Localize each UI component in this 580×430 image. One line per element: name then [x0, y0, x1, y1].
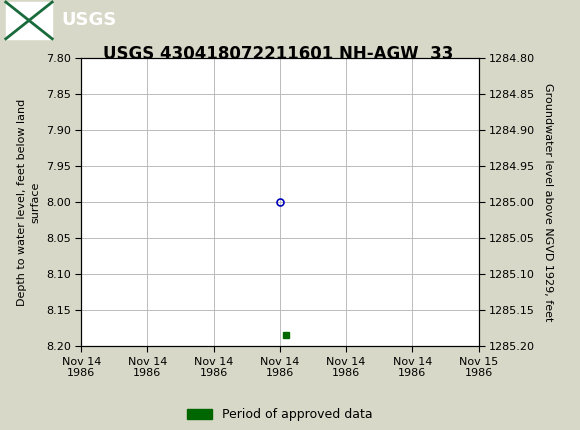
Legend: Period of approved data: Period of approved data [182, 403, 378, 426]
Y-axis label: Groundwater level above NGVD 1929, feet: Groundwater level above NGVD 1929, feet [543, 83, 553, 321]
Text: USGS 430418072211601 NH-AGW  33: USGS 430418072211601 NH-AGW 33 [103, 45, 454, 63]
Text: USGS: USGS [61, 12, 116, 29]
Bar [6, 2, 52, 39]
Y-axis label: Depth to water level, feet below land
surface: Depth to water level, feet below land su… [17, 98, 41, 306]
